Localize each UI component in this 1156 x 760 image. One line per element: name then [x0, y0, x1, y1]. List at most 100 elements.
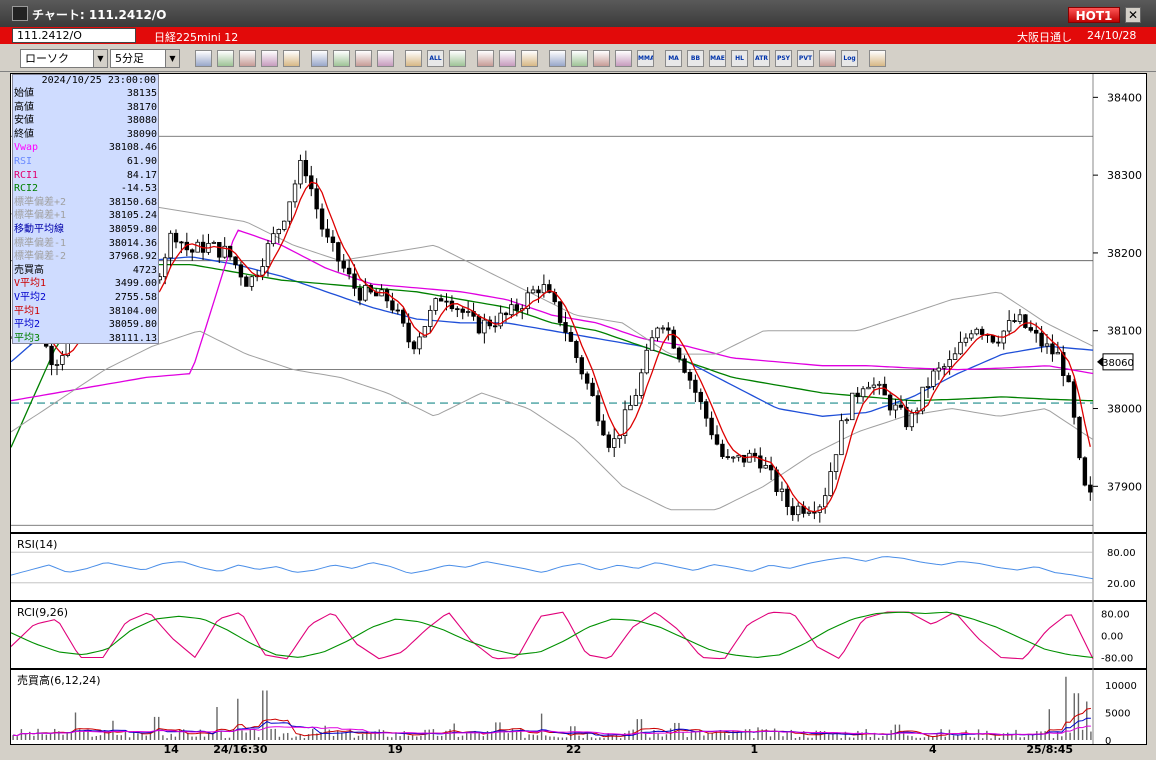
candle-body	[920, 386, 925, 412]
window-icon[interactable]	[571, 50, 588, 67]
info-value: 61.90	[126, 156, 157, 167]
candle-body	[877, 383, 882, 386]
info-row: 標準偏差+2 38150.68	[14, 196, 157, 209]
signal-icon[interactable]	[593, 50, 610, 67]
candle-body	[833, 454, 839, 472]
candle-body	[352, 273, 357, 289]
mouse-icon[interactable]	[521, 50, 538, 67]
info-value: 38111.13	[108, 332, 157, 344]
pvt-icon[interactable]: PVT	[797, 50, 814, 67]
volume-tick-label: 5000	[1105, 709, 1130, 720]
mma-icon[interactable]: MMA	[637, 50, 654, 67]
candle-body	[287, 201, 292, 222]
zoom-icon[interactable]	[195, 50, 212, 67]
candle-body	[887, 394, 893, 411]
x-tick-label: 24/16:30	[213, 743, 268, 756]
title-bar[interactable]: チャート: 111.2412/O HOT1 ✕	[0, 0, 1156, 27]
close-icon[interactable]: ✕	[1125, 7, 1141, 23]
y-tick-label: 38300	[1107, 169, 1142, 182]
cursor-icon[interactable]	[283, 50, 300, 67]
candle-body	[676, 347, 682, 360]
candle-body	[260, 266, 265, 276]
rci-tick-label: 80.00	[1101, 610, 1130, 621]
chart-area[interactable]: 37900 38000 38100 38200 38300 38400 38060 RSI(1…	[10, 73, 1147, 745]
ma-icon[interactable]: MA	[665, 50, 682, 67]
info-label: 標準偏差+1	[14, 210, 67, 222]
bar-compress-icon[interactable]	[377, 50, 394, 67]
psy-icon[interactable]: PSY	[775, 50, 792, 67]
candle-body	[357, 287, 363, 301]
candle-body	[525, 292, 530, 310]
export-icon[interactable]	[869, 50, 886, 67]
candle-body	[925, 386, 931, 388]
color-icon[interactable]	[499, 50, 516, 67]
volume-avg-line	[13, 717, 1091, 737]
chevron-down-icon[interactable]: ▼	[93, 50, 107, 67]
info-row: V平均1 3499.00	[14, 277, 157, 290]
misc-icon[interactable]	[615, 50, 632, 67]
all-icon[interactable]: ALL	[427, 50, 444, 67]
hot-badge[interactable]: HOT1	[1068, 7, 1120, 23]
short-ma-line	[13, 181, 1091, 513]
info-row: 平均3 38111.13	[14, 332, 157, 345]
info-value: 38108.46	[108, 142, 157, 154]
info-value: -14.53	[120, 183, 157, 195]
log-icon[interactable]: Log	[841, 50, 858, 67]
info-label: Vwap	[14, 142, 39, 154]
info-row: 平均1 38104.00	[14, 305, 157, 318]
candle-body	[693, 379, 698, 393]
line-tool-icon[interactable]	[239, 50, 256, 67]
candle-body	[465, 311, 471, 313]
candle-body	[752, 452, 758, 457]
candle-body	[709, 417, 714, 436]
candle-body	[785, 488, 790, 507]
candle-body	[233, 256, 238, 266]
box-icon[interactable]	[819, 50, 836, 67]
ohlc-info-box: 2024/10/25 23:00:00 始値 38135 高値 38170 安値 3808…	[12, 74, 159, 344]
candle-body	[60, 355, 65, 365]
candle-body	[190, 249, 195, 253]
interval-select[interactable]: 5分足 ▼	[110, 49, 180, 68]
arrow-icon[interactable]	[311, 50, 328, 67]
x-axis: 14 24/16:30 19 22 1 4 25/8:45	[0, 743, 1156, 760]
info-row: 標準偏差-1 38014.36	[14, 237, 157, 250]
chevron-down-icon[interactable]: ▼	[165, 50, 179, 67]
info-label: 始値	[14, 88, 34, 99]
info-value: 4723	[132, 264, 157, 276]
candle-body	[590, 382, 595, 397]
instrument-name: 日経225mini 12	[154, 31, 239, 44]
info-value: 38059.80	[108, 319, 157, 331]
print-icon[interactable]	[333, 50, 350, 67]
bb-icon[interactable]: BB	[687, 50, 704, 67]
info-datetime: 2024/10/25 23:00:00	[41, 75, 156, 86]
atr-icon[interactable]: ATR	[753, 50, 770, 67]
pen-icon[interactable]	[477, 50, 494, 67]
candle-body	[1050, 343, 1055, 355]
symbol-input[interactable]: 111.2412/O	[12, 28, 136, 43]
candle-body	[217, 242, 222, 258]
candle-body	[1028, 327, 1033, 331]
grid-icon[interactable]	[217, 50, 234, 67]
settings-icon[interactable]	[449, 50, 466, 67]
bar-expand-icon[interactable]	[405, 50, 422, 67]
app-icon	[12, 6, 28, 21]
trend-tool-icon[interactable]	[261, 50, 278, 67]
chart-svg[interactable]: 37900 38000 38100 38200 38300 38400 38060 RSI(1…	[11, 74, 1146, 744]
candle-body	[433, 298, 438, 311]
trash-icon[interactable]	[355, 50, 372, 67]
candle-body	[639, 372, 644, 396]
mae-icon[interactable]: MAE	[709, 50, 726, 67]
x-tick-label: 4	[929, 743, 937, 756]
candle-body	[498, 312, 503, 327]
info-label: 高値	[14, 101, 34, 113]
info-value: 3499.00	[114, 278, 157, 290]
info-value: 38014.36	[108, 237, 157, 249]
info-value: 84.17	[126, 169, 157, 181]
volume-title: 売買高(6,12,24)	[17, 673, 101, 687]
candle-body	[401, 309, 406, 324]
info-row: 始値 38135	[14, 87, 157, 100]
chart-type-select[interactable]: ローソク ▼	[20, 49, 108, 68]
search-chart-icon[interactable]	[549, 50, 566, 67]
candle-body	[1082, 457, 1088, 486]
hl-icon[interactable]: HL	[731, 50, 748, 67]
